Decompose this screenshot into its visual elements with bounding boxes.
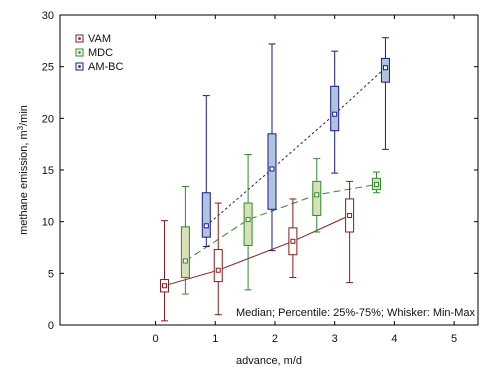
- x-tick-label: 1: [212, 333, 218, 345]
- legend: VAM MDC AM-BC: [75, 33, 124, 73]
- y-tick-label: 15: [42, 165, 54, 177]
- x-tick-label: 0: [152, 333, 158, 345]
- median-marker-am-bc: [269, 166, 275, 172]
- y-tick-label: 20: [42, 113, 54, 125]
- x-tick-label: 4: [391, 333, 397, 345]
- median-marker-mdc: [373, 181, 379, 187]
- median-marker-vam: [290, 238, 296, 244]
- median-marker-mdc: [182, 258, 188, 264]
- box-mdc: [180, 226, 190, 278]
- box-mdc: [312, 180, 322, 216]
- y-tick-label: 5: [48, 268, 54, 280]
- median-marker-am-bc: [382, 65, 388, 71]
- box-am-bc: [267, 133, 277, 210]
- box-vam: [213, 249, 223, 283]
- box-am-bc: [380, 57, 390, 83]
- legend-marker-dot-am-bc: [78, 65, 81, 68]
- y-tick-label: 10: [42, 217, 54, 229]
- median-trend-line-vam: [164, 215, 350, 287]
- median-marker-mdc: [314, 192, 320, 198]
- x-tick-label: 2: [272, 333, 278, 345]
- y-axis-label-unit: /min: [18, 105, 30, 126]
- legend-marker-dot-mdc: [78, 51, 81, 54]
- box-mdc: [243, 202, 253, 246]
- legend-label-mdc: MDC: [88, 47, 113, 59]
- legend-marker-dot-vam: [78, 37, 81, 40]
- x-axis-label: advance, m/d: [236, 355, 302, 367]
- legend-label-am-bc: AM-BC: [88, 61, 124, 73]
- median-marker-vam: [347, 212, 353, 218]
- legend-label-vam: VAM: [88, 33, 111, 45]
- x-tick-label: 3: [332, 333, 338, 345]
- x-tick-label: 5: [451, 333, 457, 345]
- median-marker-mdc: [245, 217, 251, 223]
- box-am-bc: [330, 85, 340, 132]
- median-marker-am-bc: [203, 223, 209, 229]
- y-tick-label: 30: [42, 10, 54, 22]
- median-marker-vam: [162, 283, 167, 289]
- y-tick-label: 25: [42, 62, 54, 74]
- median-trend-line-mdc: [185, 184, 377, 262]
- median-marker-vam: [215, 267, 221, 273]
- trend-lines: [164, 67, 386, 287]
- box-am-bc: [201, 192, 211, 238]
- y-axis-label: methane emission, m3/min: [16, 105, 30, 235]
- y-axis-label-main: methane emission, m: [18, 130, 30, 235]
- y-tick-label: 0: [48, 320, 54, 332]
- box-series: [160, 37, 390, 322]
- plot-annotation: Median; Percentile: 25%-75%; Whisker: Mi…: [236, 307, 476, 319]
- y-axis-label-superscript: 3: [16, 125, 25, 130]
- axis-ticks: 0 5 10 15 20 25 30 0 1 2 3 4 5: [42, 10, 478, 345]
- median-marker-am-bc: [332, 111, 338, 117]
